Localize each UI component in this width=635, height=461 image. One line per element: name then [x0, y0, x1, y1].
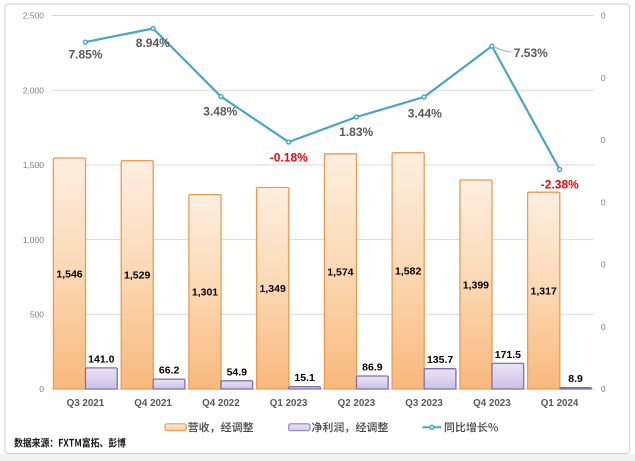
- svg-text:Q4 2022: Q4 2022: [202, 398, 240, 409]
- svg-text:Q4 2021: Q4 2021: [134, 398, 172, 409]
- svg-text:54.9: 54.9: [227, 366, 248, 378]
- svg-text:1,317: 1,317: [531, 286, 557, 298]
- svg-text:1,399: 1,399: [463, 279, 489, 291]
- svg-text:500: 500: [30, 310, 44, 320]
- svg-text:141.0: 141.0: [88, 353, 114, 365]
- svg-text:1,529: 1,529: [124, 270, 150, 282]
- svg-text:171.5: 171.5: [495, 349, 521, 361]
- svg-text:0: 0: [601, 135, 606, 145]
- svg-text:Q3 2023: Q3 2023: [405, 398, 443, 409]
- svg-text:1,500: 1,500: [23, 160, 45, 170]
- svg-text:3.44%: 3.44%: [408, 107, 442, 121]
- svg-text:0: 0: [601, 73, 606, 83]
- svg-text:1,546: 1,546: [56, 268, 82, 280]
- svg-text:0: 0: [601, 322, 606, 332]
- svg-text:3.48%: 3.48%: [203, 105, 237, 119]
- svg-text:-2.38%: -2.38%: [541, 178, 579, 192]
- svg-text:0: 0: [39, 384, 44, 394]
- svg-text:Q2 2023: Q2 2023: [338, 398, 376, 409]
- svg-text:8.9: 8.9: [568, 373, 583, 385]
- svg-text:0: 0: [601, 384, 606, 394]
- svg-text:1,000: 1,000: [23, 235, 45, 245]
- svg-text:15.1: 15.1: [294, 372, 315, 384]
- svg-text:-0.18%: -0.18%: [270, 151, 308, 165]
- svg-text:1,582: 1,582: [395, 266, 421, 278]
- svg-text:2,000: 2,000: [23, 85, 45, 95]
- svg-text:1,301: 1,301: [192, 287, 218, 299]
- svg-text:Q1 2023: Q1 2023: [270, 398, 308, 409]
- svg-text:1.83%: 1.83%: [339, 125, 373, 139]
- svg-text:Q3 2021: Q3 2021: [67, 398, 105, 409]
- svg-text:135.7: 135.7: [427, 354, 453, 366]
- svg-text:8.94%: 8.94%: [136, 36, 170, 50]
- svg-text:0: 0: [601, 197, 606, 207]
- svg-text:66.2: 66.2: [159, 365, 180, 377]
- svg-text:Q4 2023: Q4 2023: [473, 398, 511, 409]
- svg-text:1,574: 1,574: [327, 266, 353, 278]
- svg-text:2,500: 2,500: [23, 11, 45, 21]
- svg-text:Q1 2024: Q1 2024: [541, 398, 579, 409]
- svg-text:0: 0: [601, 11, 606, 21]
- svg-text:0: 0: [601, 260, 606, 270]
- svg-text:1,349: 1,349: [260, 283, 286, 295]
- svg-text:7.53%: 7.53%: [514, 46, 548, 60]
- svg-text:7.85%: 7.85%: [68, 48, 102, 62]
- svg-text:86.9: 86.9: [362, 362, 383, 374]
